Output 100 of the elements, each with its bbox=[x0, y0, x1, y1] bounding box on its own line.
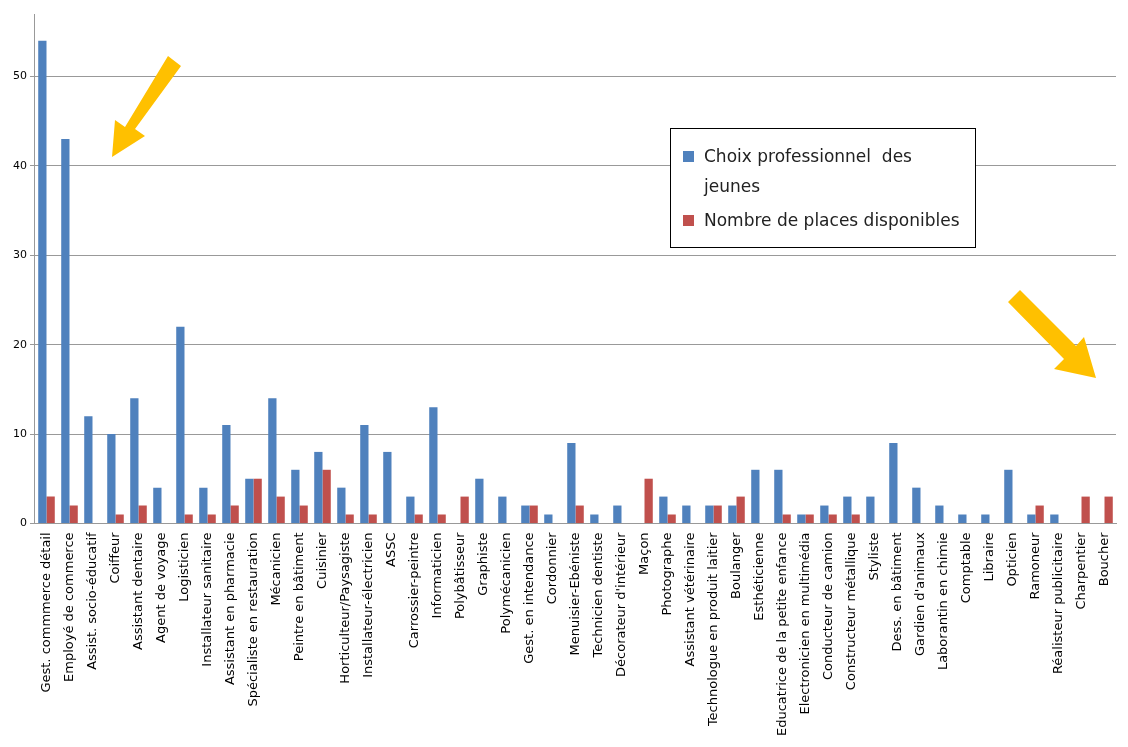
bar bbox=[529, 505, 538, 523]
bar bbox=[851, 514, 860, 523]
x-tick-label: Coiffeur bbox=[106, 531, 122, 584]
legend-label: Nombre de places disponibles bbox=[704, 209, 960, 232]
bar bbox=[667, 514, 676, 523]
x-tick-label: Installateur sanitaire bbox=[198, 532, 214, 667]
bar bbox=[460, 496, 469, 523]
x-tick-label: Boucher bbox=[1095, 531, 1111, 587]
bar bbox=[981, 514, 990, 523]
y-tick-label: 20 bbox=[13, 337, 27, 351]
x-tick-label: Informaticien bbox=[428, 532, 444, 619]
bar bbox=[107, 434, 116, 523]
x-tick-label: Technologue en produit laitier bbox=[704, 531, 720, 728]
x-tick-label: Ramoneur bbox=[1026, 531, 1042, 600]
bar bbox=[498, 496, 507, 523]
x-tick-label: Gardien d'animaux bbox=[911, 532, 927, 657]
bar bbox=[475, 478, 484, 523]
x-tick-label: Esthéticienne bbox=[750, 532, 766, 621]
x-tick-label: Gest. commmerce détail bbox=[37, 532, 53, 693]
bar bbox=[736, 496, 745, 523]
bar bbox=[253, 478, 262, 523]
bar bbox=[575, 505, 584, 523]
bar bbox=[958, 514, 967, 523]
x-tick-label: Conducteur de camion bbox=[819, 532, 835, 681]
bar bbox=[828, 514, 837, 523]
bar bbox=[291, 469, 300, 523]
bar bbox=[912, 487, 921, 523]
x-tick-label: Boulanger bbox=[727, 531, 743, 599]
y-tick-label: 40 bbox=[13, 158, 27, 172]
bar bbox=[414, 514, 423, 523]
bar bbox=[368, 514, 377, 523]
bar bbox=[69, 505, 78, 523]
bar bbox=[322, 469, 331, 523]
y-tick-label: 50 bbox=[13, 69, 27, 83]
bar bbox=[230, 505, 239, 523]
x-tick-label: Charpentier bbox=[1072, 531, 1088, 610]
x-tick-label: Opticien bbox=[1003, 532, 1019, 587]
x-tick-label: Comptable bbox=[957, 532, 973, 604]
bar bbox=[705, 505, 714, 523]
bar bbox=[360, 425, 369, 523]
bar bbox=[337, 487, 346, 523]
bar bbox=[567, 442, 576, 523]
x-tick-label: Spécialiste en restauration bbox=[244, 532, 260, 707]
bar bbox=[345, 514, 354, 523]
x-tick-label: Electronicien en multimédia bbox=[796, 532, 812, 715]
x-tick-label: Constructeur métallique bbox=[842, 532, 858, 691]
x-tick-label: Dess. en bâtiment bbox=[888, 532, 904, 652]
bar bbox=[61, 139, 70, 523]
y-tick-label: 0 bbox=[20, 516, 27, 530]
bar bbox=[276, 496, 285, 523]
x-tick-label: Polymécanicien bbox=[497, 532, 513, 634]
x-tick-label: Maçon bbox=[635, 532, 651, 575]
bar bbox=[176, 326, 185, 523]
x-tick-label: Horticulteur/Paysagiste bbox=[336, 532, 352, 684]
x-tick-label: Logisticien bbox=[175, 532, 191, 602]
bar bbox=[866, 496, 875, 523]
legend-label: Choix professionnel des jeunes bbox=[704, 145, 913, 198]
bar bbox=[46, 496, 55, 523]
bar bbox=[935, 505, 944, 523]
x-tick-label: Technicien dentiste bbox=[589, 532, 605, 659]
bar bbox=[544, 514, 553, 523]
bar bbox=[199, 487, 208, 523]
bar bbox=[613, 505, 622, 523]
bar bbox=[805, 514, 814, 523]
x-tick-label: Educatrice de la petite enfance bbox=[773, 532, 789, 737]
bar bbox=[268, 398, 277, 523]
bar bbox=[1027, 514, 1036, 523]
bar bbox=[782, 514, 791, 523]
bar bbox=[383, 451, 392, 523]
x-tick-label: Peintre en bâtiment bbox=[290, 532, 306, 662]
bar bbox=[115, 514, 124, 523]
x-tick-label: Gest. en intendance bbox=[520, 532, 536, 664]
x-tick-label: Décorateur d'intérieur bbox=[612, 531, 628, 677]
bar bbox=[222, 425, 231, 523]
bar bbox=[728, 505, 737, 523]
bar bbox=[889, 442, 898, 523]
x-tick-label: Employé de commerce bbox=[60, 532, 76, 682]
bar bbox=[1035, 505, 1044, 523]
x-tick-label: Installateur-électricien bbox=[359, 532, 375, 678]
x-tick-label: Mécanicien bbox=[267, 532, 283, 606]
bar bbox=[1050, 514, 1059, 523]
bar bbox=[1081, 496, 1090, 523]
bar bbox=[437, 514, 446, 523]
bar bbox=[153, 487, 162, 523]
x-tick-label: Agent de voyage bbox=[152, 532, 168, 643]
x-tick-label: Libraire bbox=[980, 532, 996, 582]
x-tick-label: Assistant en pharmacie bbox=[221, 532, 237, 686]
x-tick-label: Graphiste bbox=[474, 532, 490, 596]
x-tick-label: Polybâtisseur bbox=[451, 531, 467, 620]
x-tick-label: Laborantin en chimie bbox=[934, 532, 950, 671]
bar bbox=[590, 514, 599, 523]
x-tick-label: Cordonnier bbox=[543, 531, 559, 605]
bar bbox=[521, 505, 530, 523]
x-tick-label: Réalisteur publicitaire bbox=[1049, 532, 1065, 675]
bar bbox=[429, 407, 438, 523]
bar bbox=[314, 451, 323, 523]
bar bbox=[130, 398, 139, 523]
bar bbox=[659, 496, 668, 523]
bar bbox=[138, 505, 147, 523]
bar bbox=[820, 505, 829, 523]
